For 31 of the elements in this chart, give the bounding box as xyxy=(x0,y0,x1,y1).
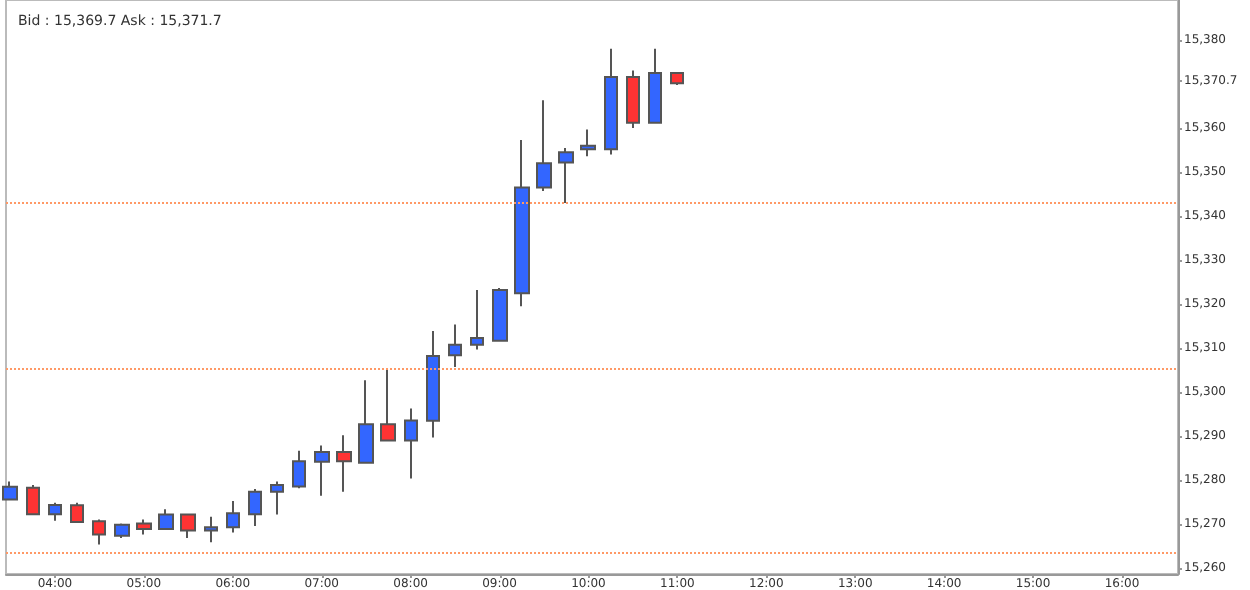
candlestick xyxy=(648,47,662,124)
candlestick xyxy=(558,146,574,204)
candlestick xyxy=(48,501,62,522)
candlestick xyxy=(670,72,684,86)
candlestick xyxy=(404,407,418,480)
candlestick xyxy=(426,330,440,439)
candlestick xyxy=(26,484,40,516)
candlestick xyxy=(158,508,174,531)
candlestick xyxy=(626,69,640,130)
candlestick xyxy=(448,323,462,369)
candlestick xyxy=(514,138,530,308)
candlestick xyxy=(336,434,352,493)
candlestick xyxy=(136,518,152,536)
candlestick xyxy=(114,522,130,539)
candlestick xyxy=(470,289,484,351)
candlestick xyxy=(580,128,596,158)
candlestick xyxy=(180,513,196,539)
candlestick xyxy=(92,518,106,546)
candlestick xyxy=(536,99,552,193)
candlestick xyxy=(270,480,284,516)
candlestick xyxy=(226,499,240,534)
candlestick xyxy=(358,379,374,464)
candlestick xyxy=(204,515,218,544)
candlestick xyxy=(292,449,306,490)
candlestick xyxy=(70,501,84,524)
candlestick xyxy=(604,47,618,156)
candlestick xyxy=(248,488,262,528)
candlestick xyxy=(314,444,330,497)
candlestick xyxy=(380,368,396,442)
candlestick xyxy=(492,286,508,342)
candlestick xyxy=(2,480,18,502)
